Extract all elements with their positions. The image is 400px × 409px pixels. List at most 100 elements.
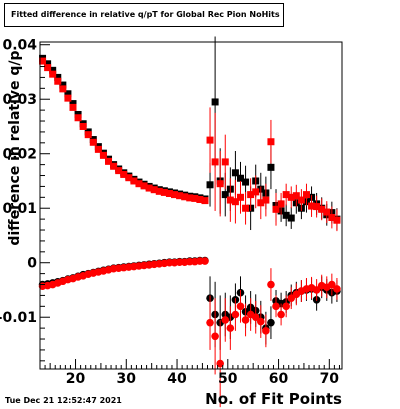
x-tick-label: 30: [117, 371, 137, 387]
x-tick-label: 60: [269, 371, 289, 387]
data-point: [54, 77, 62, 85]
data-point: [242, 204, 250, 212]
data-point: [211, 332, 219, 341]
data-point: [94, 145, 102, 153]
data-point: [328, 280, 336, 289]
data-point: [287, 214, 295, 222]
y-tick-label: -0.01: [0, 310, 37, 326]
data-point: [216, 180, 224, 188]
x-tick-label: 20: [66, 371, 86, 387]
data-point: [267, 280, 275, 289]
data-point: [39, 57, 47, 65]
data-point: [328, 213, 336, 221]
data-point: [262, 196, 270, 204]
data-point: [241, 316, 250, 324]
data-point: [89, 138, 97, 146]
data-point: [282, 211, 290, 219]
data-point: [201, 257, 209, 265]
data-point: [282, 191, 290, 199]
data-point: [277, 200, 285, 208]
y-tick-label: 0.04: [2, 38, 37, 54]
data-point: [216, 359, 224, 368]
data-point: [302, 191, 310, 199]
data-point: [236, 302, 245, 311]
data-point: [221, 316, 230, 324]
data-point: [135, 180, 143, 188]
data-point: [272, 205, 280, 213]
data-point: [160, 188, 168, 196]
data-point: [231, 169, 239, 177]
data-point: [79, 122, 87, 130]
data-point: [44, 64, 52, 72]
y-axis-label: difference in relative q/p: [7, 50, 23, 246]
data-point: [282, 302, 290, 311]
data-point: [308, 202, 316, 210]
data-point: [221, 191, 229, 199]
data-point: [236, 193, 244, 201]
data-point: [267, 163, 275, 171]
x-tick-label: 70: [320, 371, 340, 387]
chart-title-box: Fitted difference in relative q/pT for G…: [4, 3, 284, 27]
data-point: [211, 98, 219, 106]
data-point: [191, 194, 199, 202]
data-point: [242, 178, 250, 186]
data-point: [150, 186, 158, 194]
data-point: [181, 193, 189, 201]
data-point: [125, 174, 133, 182]
data-point: [59, 85, 67, 93]
data-point: [44, 60, 52, 68]
data-point: [49, 66, 57, 74]
data-point: [256, 317, 265, 326]
data-point: [64, 94, 72, 102]
data-point: [206, 318, 214, 327]
data-point: [186, 194, 194, 202]
data-point: [267, 318, 275, 327]
data-point: [140, 182, 148, 190]
data-point: [155, 187, 163, 195]
y-tick-label: 0.02: [2, 147, 37, 163]
y-tick-label: 0.03: [2, 92, 37, 108]
data-point: [231, 310, 240, 319]
series-2: [38, 256, 341, 350]
data-point: [272, 302, 280, 311]
data-point: [221, 158, 229, 166]
data-point: [201, 197, 209, 205]
data-point: [120, 170, 128, 178]
data-point: [287, 193, 295, 201]
data-point: [145, 184, 153, 192]
data-point: [196, 196, 204, 204]
data-point: [318, 205, 326, 213]
data-point: [267, 138, 275, 146]
data-point: [59, 81, 67, 89]
data-point: [211, 158, 219, 166]
data-point: [226, 324, 235, 332]
data-point: [165, 190, 173, 198]
data-point: [206, 181, 214, 189]
series-1: [39, 57, 341, 232]
datestamp: Tue Dec 21 12:52:47 2021: [5, 396, 122, 405]
x-tick-label: 40: [167, 371, 187, 387]
y-tick-label: 0.01: [2, 201, 37, 217]
data-point: [130, 177, 138, 185]
data-point: [105, 157, 113, 165]
data-point: [252, 188, 260, 196]
x-tick-label: 50: [218, 371, 238, 387]
data-point: [313, 203, 321, 211]
data-point: [64, 90, 72, 98]
data-point: [171, 191, 179, 199]
data-point: [206, 136, 214, 144]
data-point: [247, 191, 255, 199]
data-point: [115, 167, 123, 175]
data-point: [333, 285, 341, 293]
data-point: [277, 310, 285, 319]
data-point: [69, 100, 77, 108]
data-point: [312, 286, 321, 294]
data-point: [292, 192, 300, 200]
data-point: [333, 216, 341, 224]
x-axis-label: No. of Fit Points: [205, 390, 342, 408]
data-point: [257, 199, 265, 207]
data-point: [84, 131, 92, 139]
data-point: [69, 103, 77, 111]
